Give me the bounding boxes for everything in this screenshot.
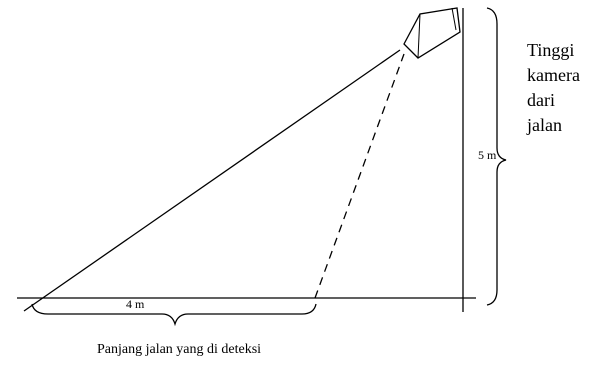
caption-line: kamera [527,65,580,85]
caption-line: Tinggi [527,40,575,60]
caption-line: dari [527,90,555,110]
base-length-label: 4 m [126,297,145,311]
near-sight-line [314,53,405,299]
length-brace [31,303,317,327]
height-brace [486,7,507,306]
camera-height-caption: Tinggi kamera dari jalan [527,38,580,138]
far-sight-line [23,49,401,312]
caption-line: jalan [527,115,562,135]
height-label: 5 m [478,148,497,162]
road-length-caption: Panjang jalan yang di deteksi [97,342,262,357]
camera-icon [403,7,461,59]
